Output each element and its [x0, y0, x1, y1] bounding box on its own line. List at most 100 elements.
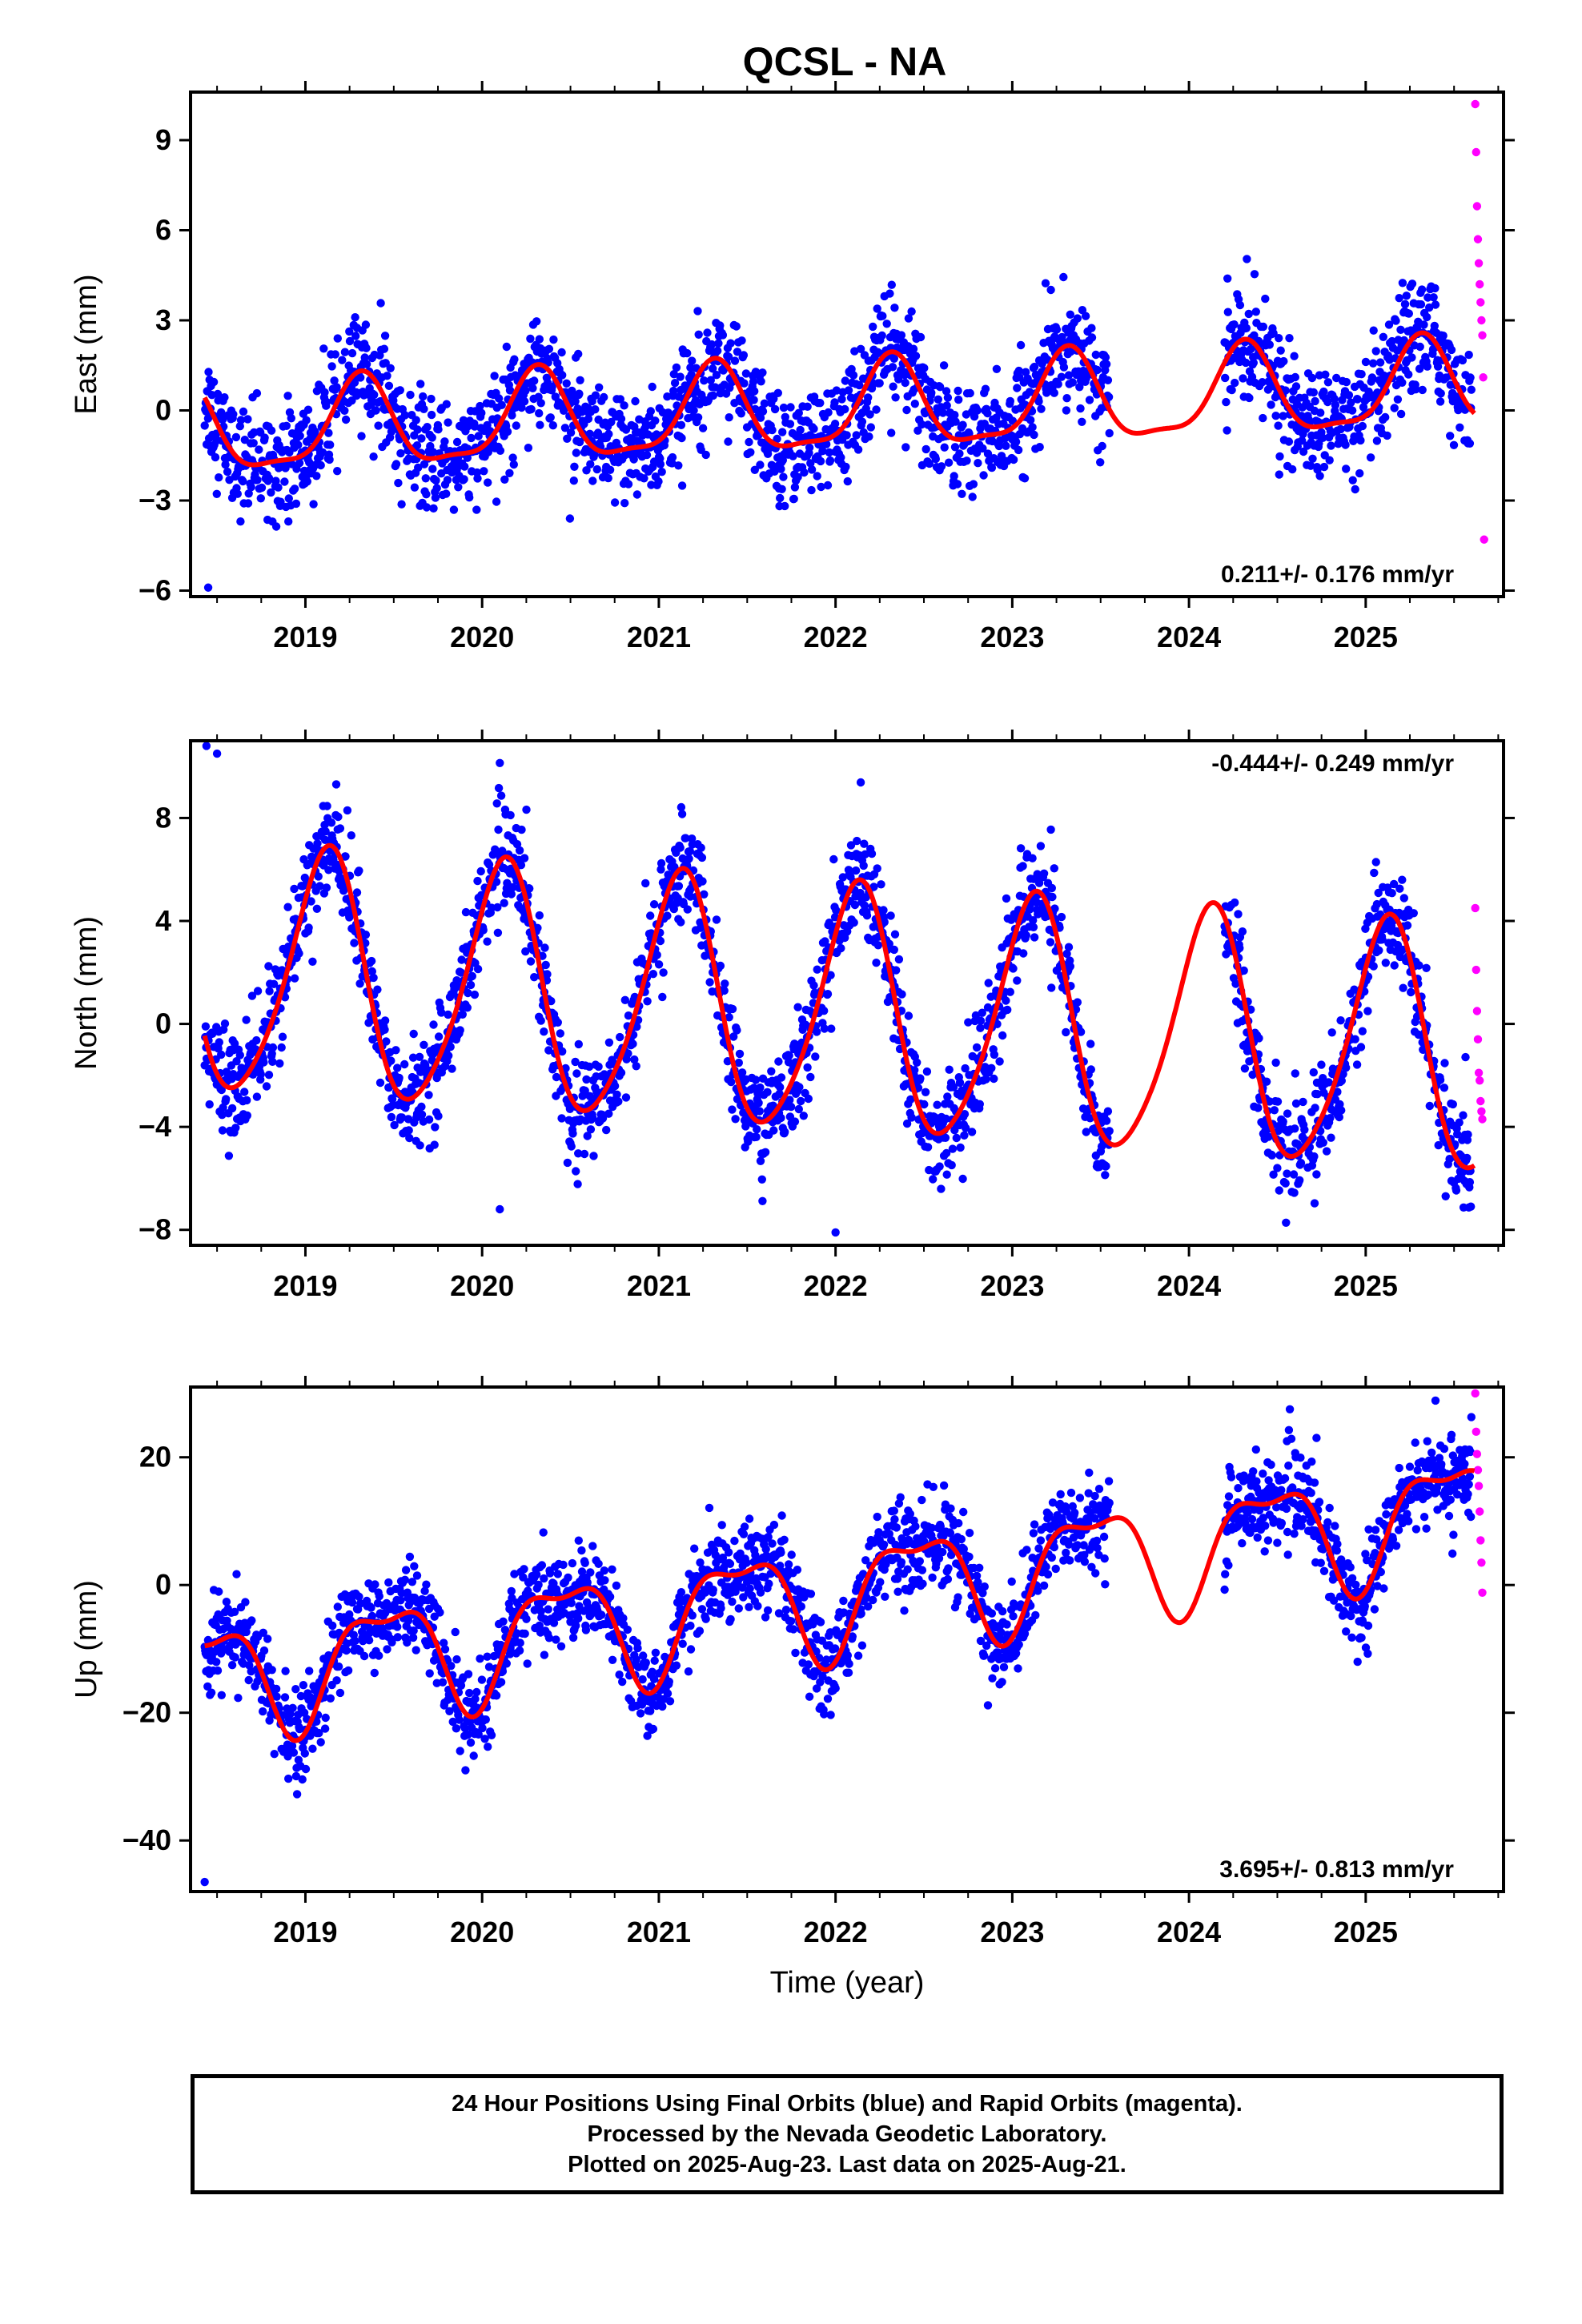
final-orbit-point [405, 1133, 414, 1143]
final-orbit-point [614, 1097, 623, 1106]
final-orbit-point [654, 960, 664, 969]
final-orbit-point [951, 417, 960, 426]
final-orbit-point [540, 943, 549, 952]
final-orbit-point [1073, 314, 1082, 323]
final-orbit-point [417, 1102, 426, 1112]
final-orbit-point [793, 472, 802, 481]
final-orbit-point [789, 494, 798, 504]
final-orbit-point [316, 460, 325, 470]
final-orbit-point [367, 956, 376, 966]
final-orbit-point [480, 467, 488, 476]
final-orbit-point [756, 1083, 765, 1092]
final-orbit-point [955, 449, 964, 458]
final-orbit-point [1059, 272, 1068, 282]
final-orbit-point [361, 931, 371, 939]
final-orbit-point [892, 966, 901, 975]
final-orbit-point [731, 1115, 740, 1124]
final-orbit-point [516, 861, 526, 870]
final-orbit-point [496, 1204, 504, 1214]
final-orbit-point [604, 1109, 613, 1118]
final-orbit-point [415, 1052, 424, 1062]
final-orbit-point [380, 1025, 389, 1035]
final-orbit-point [849, 371, 858, 380]
north-x-tick-label: 2024 [1157, 1269, 1221, 1302]
final-orbit-point [265, 987, 274, 995]
final-orbit-point [902, 405, 911, 415]
final-orbit-point [852, 431, 861, 440]
final-orbit-point [1222, 950, 1231, 959]
final-orbit-point [856, 888, 865, 898]
final-orbit-point [640, 474, 648, 483]
final-orbit-point [1082, 1128, 1090, 1136]
final-orbit-point [628, 1039, 637, 1048]
final-orbit-point [493, 903, 502, 912]
final-orbit-point [235, 1051, 244, 1059]
final-orbit-point [222, 1095, 231, 1104]
final-orbit-point [1102, 1116, 1111, 1125]
final-orbit-point [1009, 964, 1018, 973]
north-x-tick-label: 2021 [627, 1269, 691, 1302]
final-orbit-point [522, 805, 531, 814]
final-orbit-point [879, 906, 888, 915]
final-orbit-point [537, 1561, 547, 1570]
final-orbit-point [733, 348, 742, 356]
final-orbit-point [1466, 373, 1475, 382]
final-orbit-point [1342, 464, 1351, 473]
final-orbit-point [575, 389, 584, 398]
final-orbit-point [281, 464, 290, 472]
final-orbit-point [454, 483, 463, 492]
final-orbit-point [463, 453, 472, 462]
final-orbit-point [291, 1685, 300, 1694]
final-orbit-point [315, 882, 324, 891]
final-orbit-point [572, 448, 580, 457]
final-orbit-point [1398, 945, 1407, 955]
final-orbit-point [571, 397, 580, 406]
final-orbit-point [827, 1024, 836, 1033]
final-orbit-point [1054, 380, 1062, 388]
final-orbit-point [1223, 426, 1231, 435]
final-orbit-point [646, 407, 655, 416]
final-orbit-point [995, 1057, 1004, 1066]
final-orbit-point [687, 370, 696, 380]
final-orbit-point [1370, 868, 1379, 878]
final-orbit-point [220, 393, 229, 402]
final-orbit-point [478, 1723, 487, 1733]
final-orbit-point [1363, 1007, 1372, 1015]
final-orbit-point [1231, 979, 1240, 988]
final-orbit-point [701, 450, 710, 460]
final-orbit-point [480, 1735, 489, 1743]
final-orbit-point [1333, 1088, 1342, 1096]
final-orbit-point [217, 1691, 226, 1699]
final-orbit-point [355, 1592, 363, 1602]
final-orbit-point [331, 350, 339, 359]
east-y-tick-label: 0 [155, 394, 171, 427]
final-orbit-point [1381, 959, 1391, 967]
final-orbit-point [677, 802, 686, 812]
final-orbit-point [1103, 1107, 1113, 1116]
final-orbit-point [889, 354, 899, 363]
final-orbit-point [420, 1586, 429, 1595]
final-orbit-point [281, 1667, 290, 1675]
final-orbit-point [1087, 333, 1097, 342]
final-orbit-point [1059, 363, 1069, 372]
final-orbit-point [209, 377, 219, 387]
final-orbit-point [729, 1032, 738, 1041]
final-orbit-point [1249, 358, 1259, 368]
final-orbit-point [1270, 1106, 1279, 1115]
final-orbit-point [707, 340, 717, 349]
final-orbit-point [969, 480, 978, 489]
final-orbit-point [290, 485, 299, 493]
final-orbit-point [1342, 1063, 1351, 1072]
final-orbit-point [1047, 883, 1057, 893]
final-orbit-point [1279, 1117, 1287, 1126]
final-orbit-point [1348, 476, 1357, 485]
final-orbit-point [218, 1111, 227, 1120]
final-orbit-point [809, 981, 818, 990]
final-orbit-point [669, 370, 678, 379]
final-orbit-point [208, 1029, 217, 1039]
final-orbit-point [1064, 943, 1074, 951]
final-orbit-point [230, 1039, 239, 1048]
final-orbit-point [716, 321, 725, 330]
final-orbit-point [1326, 1114, 1335, 1123]
final-orbit-point [694, 330, 703, 339]
